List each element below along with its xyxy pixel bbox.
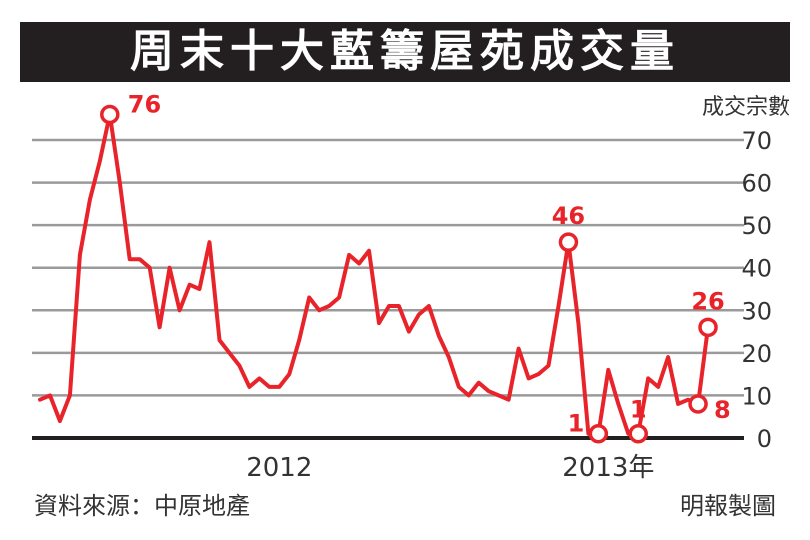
- annotation-marker: [588, 423, 609, 444]
- data-point: [287, 372, 291, 376]
- data-point: [297, 338, 301, 342]
- data-point: [427, 304, 431, 308]
- data-point: [267, 385, 271, 389]
- data-point: [576, 321, 581, 325]
- data-point: [357, 261, 361, 266]
- data-point: [546, 364, 551, 368]
- data-point: [686, 398, 690, 402]
- data-point: [536, 372, 541, 376]
- data-point: [646, 376, 650, 380]
- data-point: [148, 266, 152, 270]
- data-point: [158, 325, 162, 329]
- data-point: [337, 295, 341, 300]
- data-point: [217, 338, 222, 342]
- data-point: [656, 385, 660, 389]
- data-point: [407, 329, 411, 334]
- y-tick-label: 50: [741, 212, 772, 240]
- data-point: [88, 198, 92, 202]
- data-point: [48, 393, 52, 398]
- data-point: [477, 381, 481, 385]
- data-point: [98, 159, 102, 163]
- data-point: [207, 240, 212, 244]
- data-point: [516, 347, 521, 351]
- data-point: [526, 376, 531, 380]
- data-point: [38, 398, 42, 402]
- data-point: [138, 257, 142, 261]
- y-tick-label: 30: [741, 297, 772, 325]
- data-point: [487, 389, 491, 393]
- data-point: [227, 351, 232, 355]
- annotation-marker: [698, 317, 718, 338]
- y-tick-label: 20: [741, 340, 772, 368]
- data-label: 1: [568, 410, 585, 438]
- y-tick-label: 0: [757, 425, 772, 453]
- data-point: [257, 376, 261, 380]
- annotation-marker: [688, 394, 708, 414]
- data-point: [68, 393, 72, 398]
- x-tick-label: 2012: [246, 453, 312, 483]
- annotation-marker: [558, 232, 579, 252]
- data-point: [616, 402, 620, 406]
- y-tick-label: 60: [741, 170, 772, 198]
- data-point: [247, 385, 251, 389]
- y-tick-label: 10: [741, 382, 772, 410]
- data-point: [78, 253, 82, 257]
- data-point: [128, 257, 132, 261]
- annotation-marker: [100, 104, 120, 125]
- data-point: [387, 304, 391, 308]
- data-point: [397, 304, 401, 308]
- data-point: [118, 180, 122, 185]
- data-point: [447, 355, 451, 359]
- data-point: [177, 308, 182, 312]
- data-point: [497, 393, 501, 398]
- data-label: 46: [552, 202, 585, 230]
- data-point: [377, 321, 381, 325]
- data-point: [347, 253, 351, 257]
- series-line: [38, 112, 710, 436]
- data-point: [307, 295, 311, 300]
- y-tick-label: 70: [741, 127, 772, 155]
- data-point: [187, 283, 192, 287]
- data-point: [237, 364, 242, 368]
- title-banner: 周末十大藍籌屋苑成交量: [20, 22, 790, 82]
- y-axis-label: 成交宗數: [702, 95, 790, 120]
- data-point: [197, 287, 202, 291]
- data-label: 76: [128, 90, 161, 118]
- annotation-marker: [628, 423, 648, 444]
- data-point: [367, 249, 371, 253]
- data-point: [606, 368, 610, 372]
- x-tick-label: 2013年: [562, 453, 654, 483]
- data-label: 26: [691, 287, 724, 315]
- data-point: [317, 308, 321, 312]
- data-point: [507, 398, 511, 402]
- data-point: [168, 266, 172, 270]
- data-point: [556, 304, 561, 308]
- y-tick-label: 40: [741, 255, 772, 283]
- data-point: [327, 304, 331, 308]
- data-label: 1: [630, 396, 647, 424]
- data-point: [676, 402, 680, 406]
- data-label: 8: [714, 396, 731, 424]
- data-point: [666, 355, 670, 359]
- data-point: [417, 312, 421, 317]
- data-point: [277, 385, 281, 389]
- chart-title: 周末十大藍籌屋苑成交量: [130, 26, 680, 77]
- data-point: [437, 334, 441, 338]
- data-point: [467, 393, 471, 398]
- data-point: [58, 419, 62, 423]
- data-point: [457, 385, 461, 389]
